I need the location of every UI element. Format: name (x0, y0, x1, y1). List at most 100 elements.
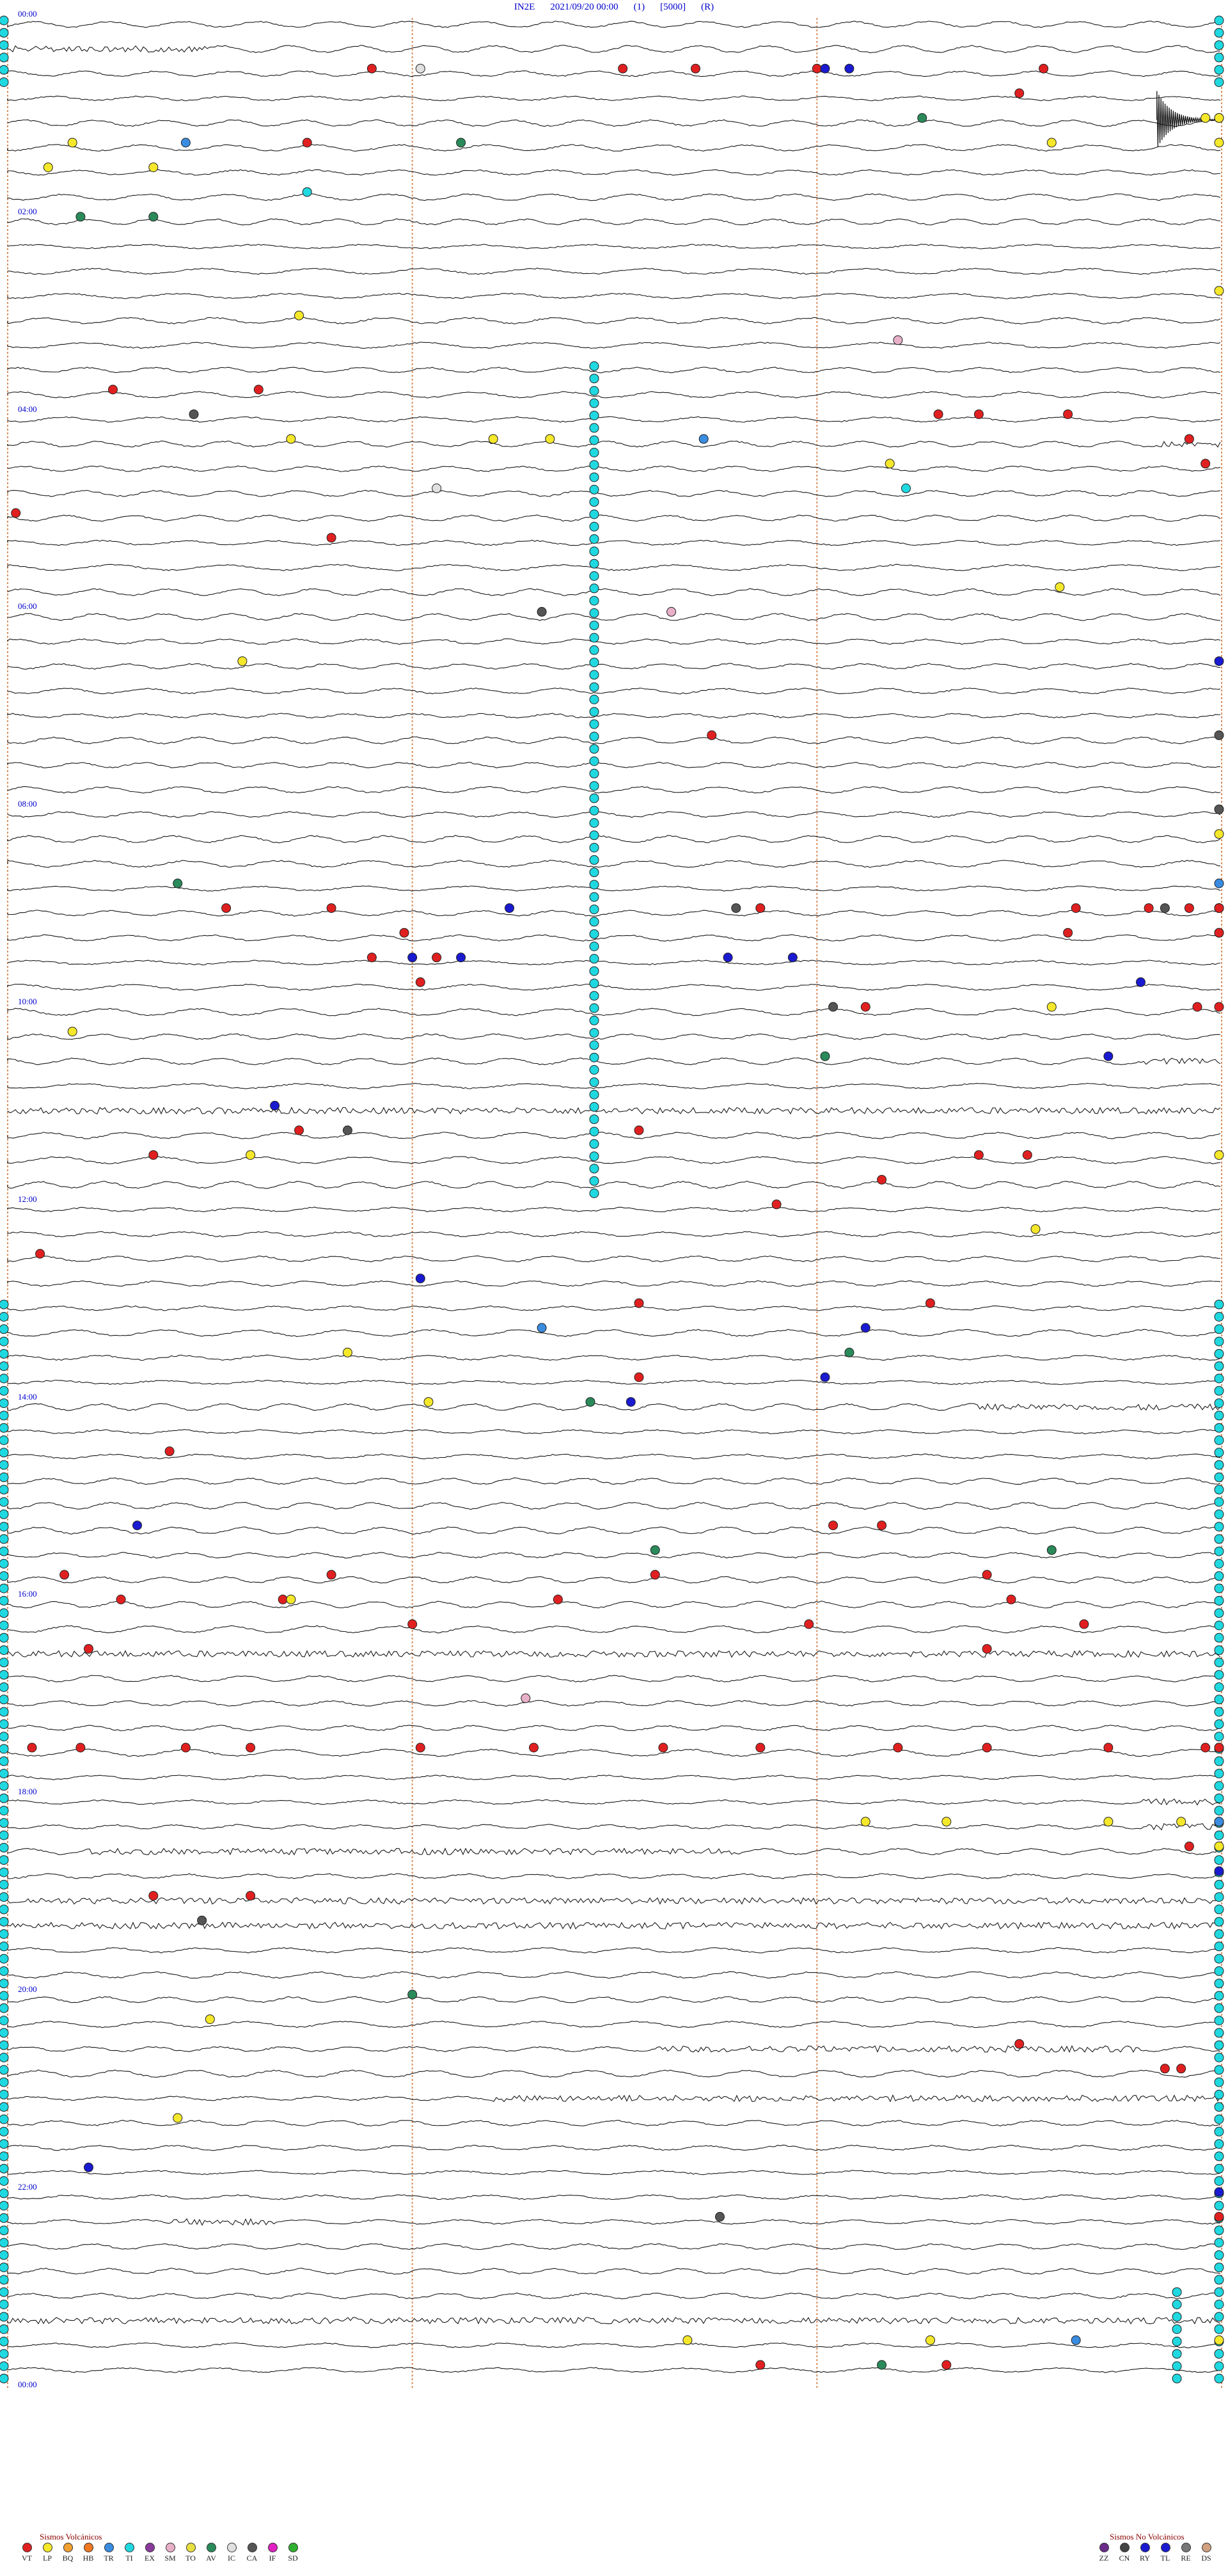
event-marker-vt (553, 1594, 563, 1604)
hour-label: 16:00 (18, 1589, 37, 1599)
seismic-trace (7, 1873, 1221, 1879)
ti-marker (0, 2151, 9, 2161)
event-marker-vt (707, 730, 717, 740)
event-marker-vt (1184, 434, 1194, 444)
ti-marker (0, 1879, 9, 1890)
legend-swatch (42, 2543, 52, 2552)
event-marker-vt (1014, 88, 1025, 99)
event-marker-ca (715, 2211, 725, 2222)
legend-item-av: AV (201, 2543, 221, 2563)
seismic-trace (7, 1748, 1221, 1757)
ti-marker (1214, 2176, 1224, 2186)
seismic-trace (7, 736, 1221, 745)
legend-swatch (145, 2543, 155, 2552)
event-marker-lp (294, 310, 304, 320)
ti-marker (0, 1497, 9, 1507)
event-marker-vt (27, 1742, 37, 1753)
seismic-trace (7, 144, 1221, 152)
event-marker-ry (787, 952, 798, 963)
event-marker-ry (820, 63, 830, 74)
event-marker-vt (529, 1742, 539, 1753)
event-marker-tr (1214, 1817, 1224, 1827)
ti-marker (0, 1904, 9, 1915)
ti-marker (589, 1003, 599, 1013)
ti-marker (0, 1929, 9, 1939)
hour-label: 00:00 (18, 2380, 37, 2389)
ti-marker (589, 917, 599, 927)
legend-label: ZZ (1099, 2554, 1109, 2563)
ti-marker (589, 768, 599, 778)
ti-marker (589, 1102, 599, 1112)
ti-marker (1214, 1595, 1224, 1606)
legend-swatch (83, 2543, 93, 2552)
ti-marker (1214, 1398, 1224, 1409)
ti-marker (0, 2373, 9, 2383)
ti-marker (589, 398, 599, 408)
seismic-trace (7, 2094, 1221, 2103)
event-marker-vt (407, 1619, 418, 1629)
legend-item-ti: TI (119, 2543, 139, 2563)
ti-marker (0, 1781, 9, 1791)
ti-marker (589, 608, 599, 618)
seismic-trace (7, 2044, 1221, 2053)
event-marker-vt (278, 1594, 288, 1604)
seismic-trace (7, 1576, 1220, 1584)
legend-item-if: IF (262, 2543, 283, 2563)
event-marker-ca (1160, 903, 1170, 913)
ti-marker (0, 2225, 9, 2236)
legend-swatch (124, 2543, 134, 2552)
legend-label: HB (83, 2554, 94, 2563)
event-marker-vt (618, 63, 628, 74)
legend-label: EX (145, 2554, 155, 2563)
ti-marker (0, 1632, 9, 1643)
ti-marker (0, 1695, 9, 1705)
ti-marker (0, 1534, 9, 1544)
event-marker-lp (67, 1027, 77, 1037)
ti-marker (1214, 2225, 1224, 2236)
ti-marker (1214, 1929, 1224, 1939)
legend-swatch (185, 2543, 196, 2552)
ti-marker (589, 1176, 599, 1186)
ti-marker (589, 583, 599, 594)
event-marker-vt (1214, 1002, 1224, 1012)
ti-marker (1214, 1336, 1224, 1347)
seismic-trace (7, 1996, 1221, 2003)
event-marker-vt (1214, 928, 1224, 938)
event-marker-ry (84, 2162, 93, 2172)
seismic-trace (7, 2316, 1221, 2325)
seismic-trace (7, 1552, 1221, 1559)
event-marker-tr (698, 434, 709, 444)
legend-item-lp: LP (37, 2543, 58, 2563)
ti-marker (0, 1842, 9, 1853)
ti-marker (1172, 2324, 1182, 2334)
event-marker-ry (132, 1521, 142, 1531)
ti-marker (589, 472, 599, 482)
legend-item-bq: BQ (58, 2543, 78, 2563)
ti-marker (0, 2238, 9, 2248)
ti-marker (0, 2263, 9, 2273)
event-marker-lp (1103, 1817, 1114, 1827)
seismic-trace (7, 367, 1221, 374)
seismic-trace (7, 1255, 1221, 1263)
event-marker-ca (1214, 730, 1224, 740)
ti-marker (1172, 2373, 1182, 2383)
event-marker-ry (415, 1274, 425, 1284)
ti-marker (589, 497, 599, 507)
event-marker-ry (1136, 977, 1145, 987)
event-marker-lp (885, 459, 895, 469)
ti-marker (589, 1114, 599, 1125)
ti-marker (1214, 1830, 1224, 1840)
event-marker-lp (237, 656, 248, 667)
event-marker-ry (1214, 656, 1224, 667)
event-marker-sm (666, 606, 677, 617)
event-marker-tr (1214, 878, 1224, 889)
ti-marker (1214, 2373, 1224, 2383)
event-marker-vt (59, 1570, 70, 1580)
seismic-trace (7, 119, 1221, 127)
event-marker-vt (1214, 2211, 1224, 2222)
event-marker-vt (84, 1644, 93, 1654)
event-marker-vt (11, 508, 21, 518)
ti-marker (1214, 2028, 1224, 2038)
ti-marker (1172, 2361, 1182, 2371)
